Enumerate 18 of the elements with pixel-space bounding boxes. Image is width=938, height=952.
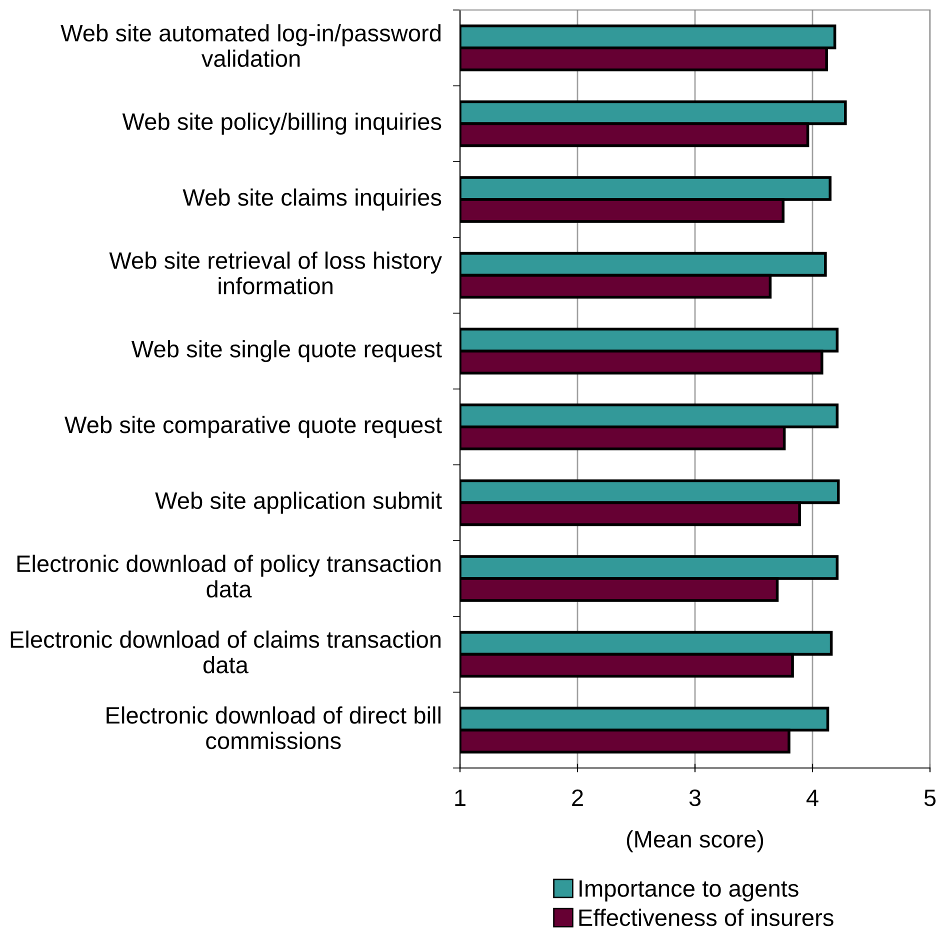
y-tick-label: Web site application submit: [155, 492, 442, 514]
y-tick-label: Web site retrieval of loss history information: [109, 252, 442, 294]
y-tick-label: Web site automated log-in/password validation: [60, 24, 441, 67]
y-tick-label: Web site single quote request: [131, 340, 442, 362]
x-tick-label: 1: [455, 790, 466, 806]
x-tick-label: 3: [689, 789, 701, 806]
y-tick-label: Electronic download of policy transaction data: [17, 554, 440, 598]
x-tick-label: 2: [572, 789, 583, 806]
y-tick-label: Web site policy/billing inquiries: [122, 112, 442, 135]
legend-label: Importance to agents: [580, 880, 798, 902]
x-axis-title: (Mean score): [626, 830, 764, 852]
y-tick-label: Electronic download of direct bill commissions: [106, 706, 440, 750]
x-tick-label: 4: [806, 790, 818, 806]
y-tick-label: Web site claims inquiries: [182, 188, 442, 211]
y-tick-label: Web site comparative quote request: [64, 416, 442, 438]
legend-label: Effectiveness of insurers: [579, 908, 834, 926]
y-tick-label: Electronic download of claims transaction data: [10, 630, 440, 674]
x-tick-label: 5: [924, 790, 936, 806]
